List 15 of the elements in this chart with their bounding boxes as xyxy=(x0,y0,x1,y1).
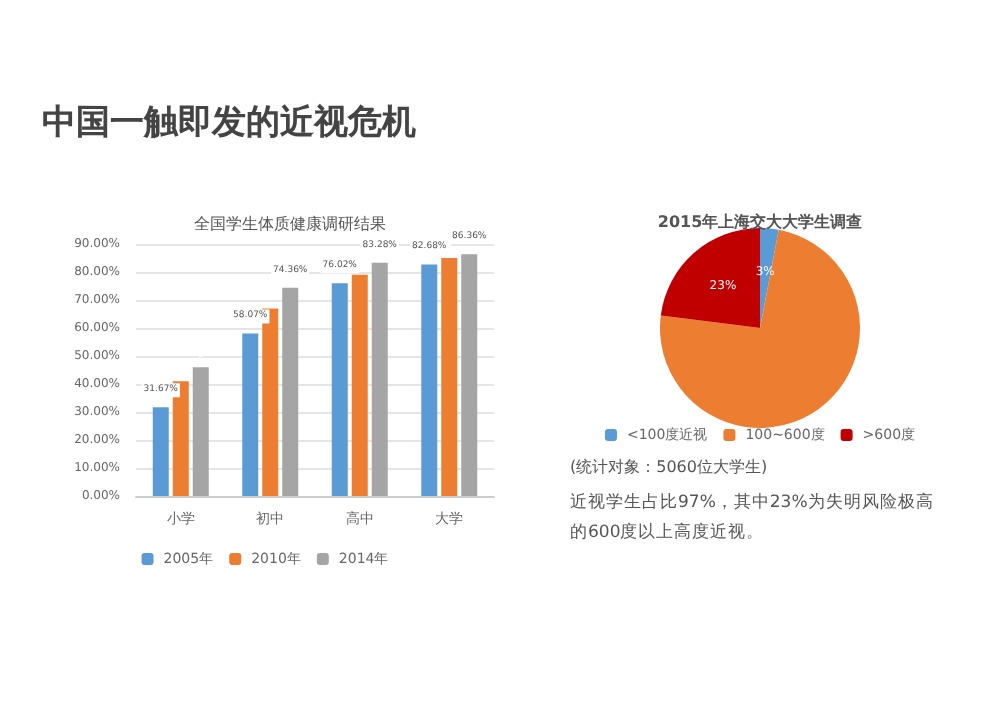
bar xyxy=(351,274,368,496)
text: 近视学生占比97%，其中23%为失明风险极高的600度以上高度近视。 xyxy=(570,491,934,543)
bar xyxy=(152,407,169,496)
chart-title: 2015年上海交大大学生调查 xyxy=(657,211,863,231)
chart-title: 中国一触即发的近视危机 xyxy=(42,103,416,143)
bar xyxy=(421,264,438,496)
chart-subtitle: 全国学生体质健康调研结果 xyxy=(194,215,386,233)
bar xyxy=(461,254,478,496)
bar xyxy=(282,287,299,496)
text: (统计对象：5060位大学生) xyxy=(570,458,768,476)
bar xyxy=(192,367,209,496)
bar xyxy=(371,262,388,496)
bar xyxy=(331,283,348,496)
bar xyxy=(242,333,259,496)
bar xyxy=(441,258,458,496)
